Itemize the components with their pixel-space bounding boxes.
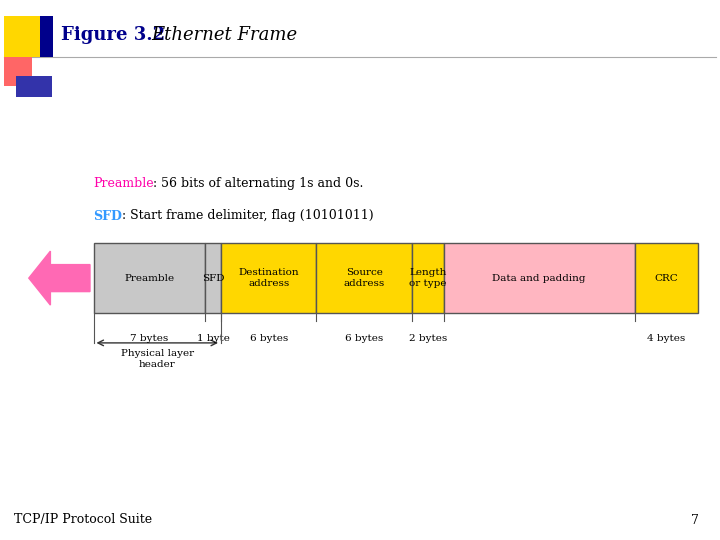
Bar (221, 243, 316, 313)
Text: Destination
address: Destination address (238, 268, 299, 288)
Text: Preamble: Preamble (125, 274, 174, 282)
Text: Figure 3.2: Figure 3.2 (61, 26, 166, 44)
Text: 4 bytes: 4 bytes (647, 334, 685, 343)
Text: Length
or type: Length or type (409, 268, 446, 288)
Text: 2 bytes: 2 bytes (409, 334, 447, 343)
FancyBboxPatch shape (4, 57, 32, 86)
Text: Ethernet Frame: Ethernet Frame (151, 26, 297, 44)
Bar (444, 243, 635, 313)
Text: 7: 7 (690, 514, 698, 526)
Bar (316, 243, 412, 313)
FancyBboxPatch shape (16, 76, 52, 97)
Text: 1 byte: 1 byte (197, 334, 230, 343)
Text: Data and padding: Data and padding (492, 274, 586, 282)
Bar (635, 243, 698, 313)
Text: : 56 bits of alternating 1s and 0s.: : 56 bits of alternating 1s and 0s. (153, 177, 364, 190)
Text: CRC: CRC (654, 274, 678, 282)
Text: 6 bytes: 6 bytes (250, 334, 288, 343)
Bar (205, 243, 221, 313)
Text: TCP/IP Protocol Suite: TCP/IP Protocol Suite (14, 514, 153, 526)
FancyBboxPatch shape (40, 16, 53, 57)
Text: Preamble: Preamble (94, 177, 154, 190)
Bar (412, 243, 444, 313)
Text: 6 bytes: 6 bytes (345, 334, 383, 343)
Text: SFD: SFD (202, 274, 224, 282)
Text: 7 bytes: 7 bytes (130, 334, 168, 343)
Text: Physical layer
header: Physical layer header (121, 349, 194, 369)
Bar (94, 243, 205, 313)
Text: : Start frame delimiter, flag (10101011): : Start frame delimiter, flag (10101011) (122, 210, 374, 222)
FancyBboxPatch shape (4, 16, 43, 57)
Text: Source
address: Source address (343, 268, 384, 288)
Polygon shape (29, 251, 90, 305)
Text: SFD: SFD (94, 210, 122, 222)
